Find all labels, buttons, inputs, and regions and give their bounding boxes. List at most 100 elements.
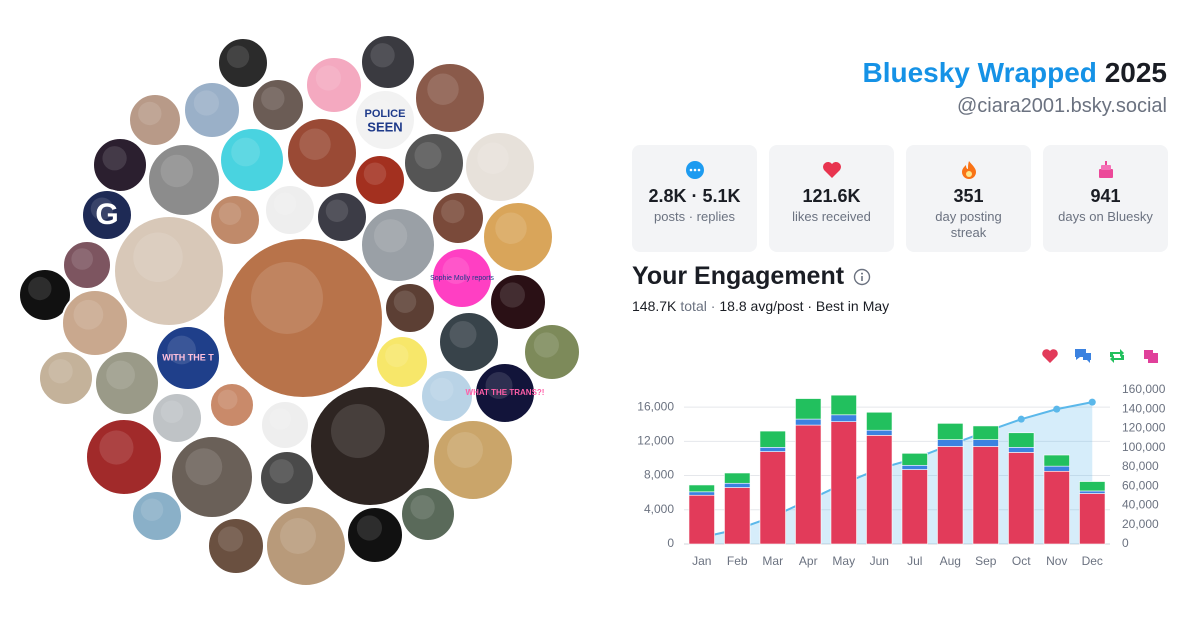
avatar xyxy=(414,62,486,134)
avatar xyxy=(251,78,305,132)
bar-segment xyxy=(1043,465,1070,472)
avatar xyxy=(264,184,316,236)
avatar-shade xyxy=(495,212,527,244)
summary: 148.7K total · 18.8 avg/post · Best in May xyxy=(632,298,893,314)
avatar-shade xyxy=(273,192,297,215)
bar-segment xyxy=(724,472,751,484)
bar-segment xyxy=(866,435,893,545)
avatar-shade xyxy=(71,248,93,270)
legend-icon[interactable] xyxy=(1144,350,1158,363)
avatar xyxy=(316,191,368,243)
info-icon[interactable] xyxy=(853,268,871,286)
avatar-shade xyxy=(138,101,162,126)
avatar-shade xyxy=(485,372,513,399)
bar-segment xyxy=(830,421,857,545)
avatar xyxy=(474,362,536,424)
avatar-shade xyxy=(356,515,382,541)
line-point xyxy=(1088,398,1096,406)
avatar-shade xyxy=(385,343,409,368)
avatar xyxy=(265,505,347,587)
bar-segment xyxy=(901,453,928,466)
stat-value: 2.8K · 5.1K xyxy=(648,186,741,206)
avatar xyxy=(222,237,384,399)
avatar-shade xyxy=(167,335,197,365)
avatar xyxy=(209,194,261,246)
legend-icon[interactable] xyxy=(1075,349,1091,363)
line-point xyxy=(1017,415,1025,423)
section-title: Your Engagement xyxy=(632,262,845,290)
bar-segment xyxy=(830,394,857,416)
x-tick-label: Jan xyxy=(692,554,711,568)
bar-segment xyxy=(972,439,999,447)
y2-tick-label: 120,000 xyxy=(1122,421,1166,435)
avatar xyxy=(432,419,514,501)
stat-value: 121.6K xyxy=(802,186,861,206)
avatar-shade xyxy=(315,65,341,91)
avatar xyxy=(354,89,416,151)
bar-segment xyxy=(688,491,715,496)
avatar xyxy=(420,369,474,423)
icon xyxy=(823,162,841,178)
stat-card: 2.8K · 5.1K posts · replies xyxy=(632,145,757,252)
bar-segment xyxy=(1008,432,1035,448)
stat-value: 941 xyxy=(1090,186,1121,206)
avatar xyxy=(309,385,431,507)
bar-segment xyxy=(937,423,964,440)
avatar xyxy=(523,323,581,381)
avatar-shade xyxy=(90,197,114,220)
legend-icon[interactable] xyxy=(1110,349,1124,363)
x-tick-label: Sep xyxy=(975,554,997,568)
avatar xyxy=(354,154,406,206)
avatar xyxy=(207,517,265,575)
x-tick-label: Nov xyxy=(1046,554,1067,568)
bar-segment xyxy=(759,447,786,452)
avatar xyxy=(81,189,133,241)
y-tick-label: 4,000 xyxy=(644,502,674,516)
avatar-shade xyxy=(160,400,184,423)
avatar xyxy=(170,435,254,519)
x-tick-label: May xyxy=(832,554,855,568)
y2-tick-label: 80,000 xyxy=(1122,459,1159,473)
avatar-shade xyxy=(393,290,417,313)
avatar-shade xyxy=(370,43,395,68)
bar-segment xyxy=(688,484,715,493)
avatar-shade xyxy=(217,389,238,410)
summary-part: 148.7K xyxy=(632,298,677,314)
avatar-shade xyxy=(106,360,135,390)
y2-tick-label: 160,000 xyxy=(1122,382,1166,396)
avatar xyxy=(431,247,493,309)
handle: @ciara2001.bsky.social xyxy=(956,95,1167,117)
bar-segment xyxy=(937,439,964,447)
stat-value: 351 xyxy=(953,186,984,206)
avatar-shade xyxy=(261,86,285,111)
stat-label: likes received xyxy=(792,209,871,224)
bar-segment xyxy=(1079,481,1106,492)
avatar-text: WHAT THE TRANS?! xyxy=(466,388,545,397)
avatar xyxy=(360,207,436,283)
bar-segment xyxy=(724,482,751,488)
icon xyxy=(1099,161,1113,178)
avatar-shade xyxy=(477,142,509,174)
avatar-shade xyxy=(331,404,385,458)
x-tick-label: Feb xyxy=(727,554,748,568)
avatar-shade xyxy=(269,408,292,430)
x-tick-label: Jun xyxy=(870,554,889,568)
bar-segment xyxy=(830,414,857,422)
avatar-text: Sophie Molly reports xyxy=(430,275,494,282)
avatar xyxy=(375,335,429,389)
legend-icon[interactable] xyxy=(1042,349,1058,363)
avatar xyxy=(482,201,554,273)
summary-part: total · xyxy=(680,298,716,314)
avatar xyxy=(155,325,221,391)
avatar-shade xyxy=(442,257,470,284)
bar-segment xyxy=(972,446,999,545)
bar-segment xyxy=(901,469,928,545)
avatar-shade xyxy=(133,232,183,282)
bar-segment xyxy=(1008,447,1035,453)
x-tick-label: Dec xyxy=(1082,554,1103,568)
y-tick-label: 16,000 xyxy=(637,399,674,413)
avatar xyxy=(403,132,465,194)
avatar xyxy=(259,450,315,506)
